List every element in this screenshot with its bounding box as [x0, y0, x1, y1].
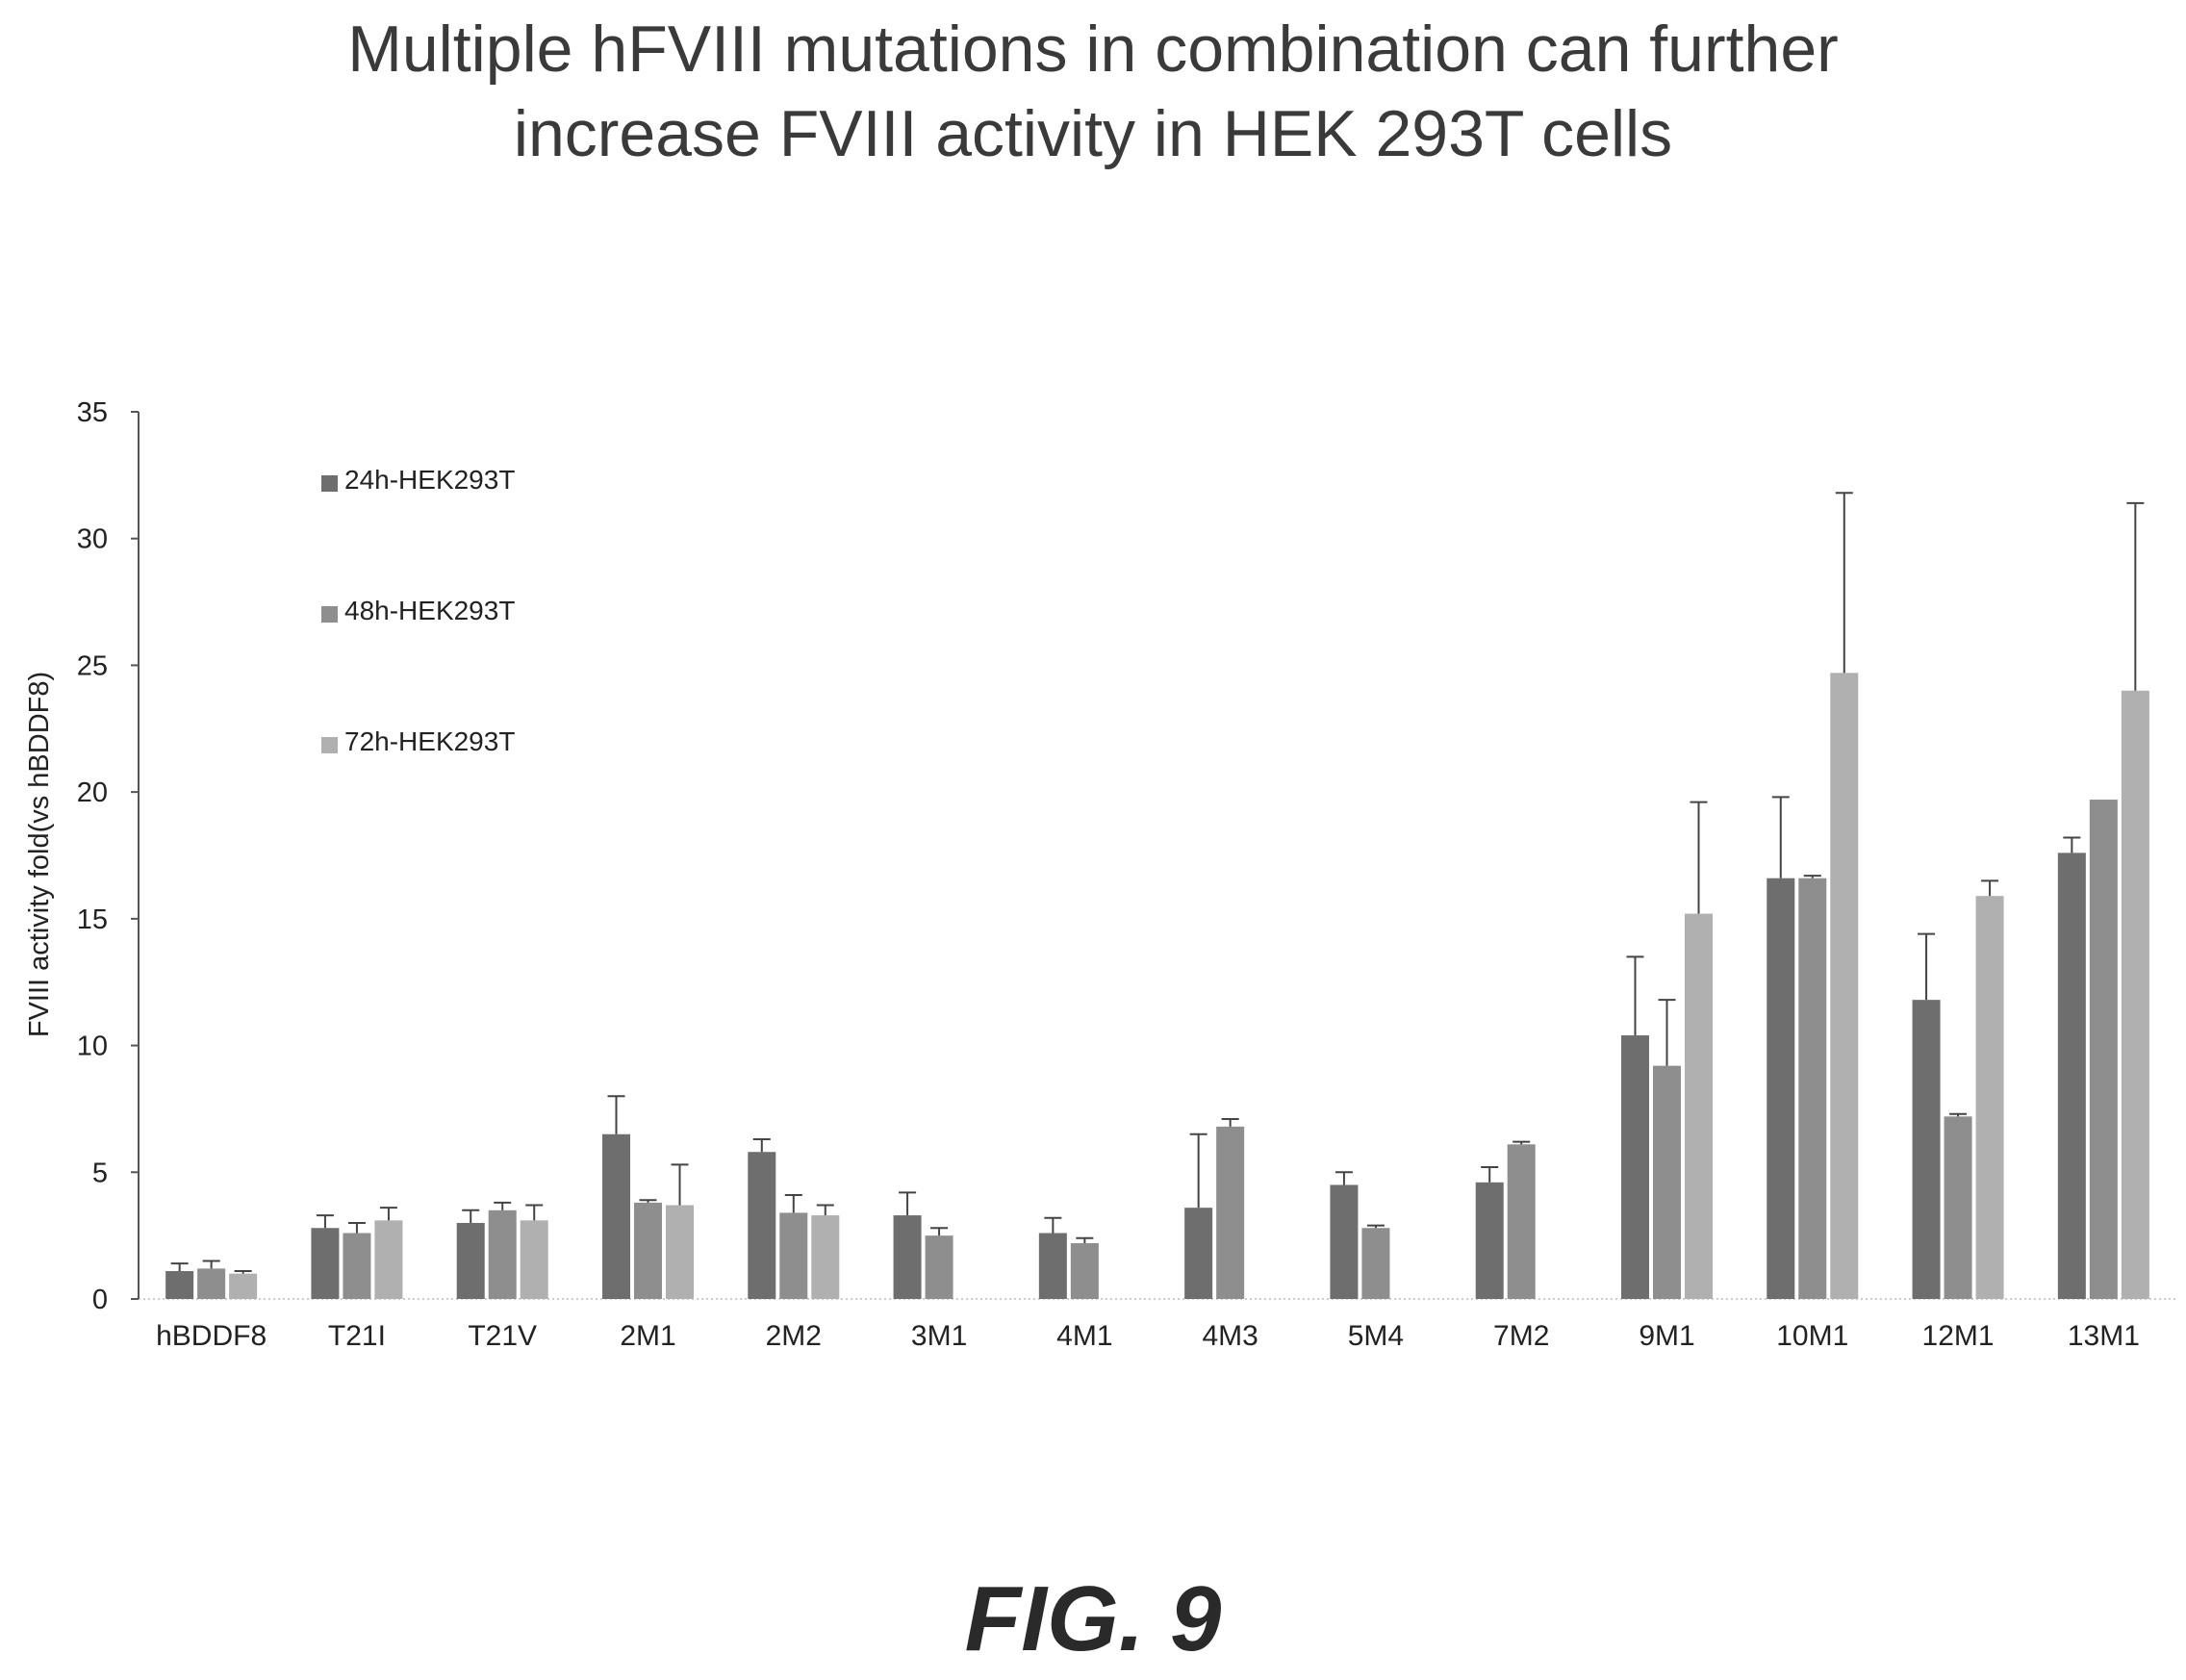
- bar-2M1-72h-HEK293T: [666, 1205, 694, 1299]
- x-tick-label-4M1: 4M1: [1056, 1320, 1112, 1352]
- x-tick-label-4M3: 4M3: [1202, 1320, 1258, 1352]
- x-tick-label-10M1: 10M1: [1776, 1320, 1848, 1352]
- bar-T21V-48h-HEK293T: [488, 1209, 517, 1299]
- bar-13M1-72h-HEK293T: [2121, 690, 2149, 1299]
- x-tick-label-T21V: T21V: [468, 1320, 537, 1352]
- x-tick-label-T21I: T21I: [328, 1320, 386, 1352]
- bar-2M1-24h-HEK293T: [602, 1133, 630, 1299]
- bar-2M2-24h-HEK293T: [748, 1152, 776, 1299]
- bar-10M1-48h-HEK293T: [1798, 878, 1827, 1299]
- y-tick-label: 35: [77, 397, 108, 428]
- bars: [165, 673, 2149, 1299]
- bar-2M2-72h-HEK293T: [811, 1215, 840, 1299]
- x-tick-label-12M1: 12M1: [1922, 1320, 1995, 1352]
- bar-2M1-48h-HEK293T: [634, 1202, 662, 1299]
- legend-label-24h-HEK293T: 24h-HEK293T: [344, 465, 515, 495]
- y-tick-label: 0: [92, 1285, 108, 1315]
- x-tick-label-3M1: 3M1: [911, 1320, 967, 1352]
- x-tick-label-hBDDF8: hBDDF8: [156, 1320, 267, 1352]
- bar-9M1-24h-HEK293T: [1621, 1035, 1649, 1299]
- x-tick-label-9M1: 9M1: [1639, 1320, 1694, 1352]
- bar-T21I-72h-HEK293T: [374, 1220, 403, 1299]
- y-tick-label: 15: [77, 904, 108, 935]
- bar-hBDDF8-72h-HEK293T: [229, 1273, 258, 1299]
- x-tick-label-13M1: 13M1: [2068, 1320, 2140, 1352]
- legend: 24h-HEK293T 48h-HEK293T 72h-HEK293T: [321, 465, 515, 756]
- bar-T21V-24h-HEK293T: [456, 1222, 485, 1299]
- legend-label-72h-HEK293T: 72h-HEK293T: [344, 726, 515, 756]
- bar-5M4-24h-HEK293T: [1330, 1184, 1359, 1299]
- x-tick-label-7M2: 7M2: [1493, 1320, 1549, 1352]
- bar-9M1-48h-HEK293T: [1653, 1065, 1681, 1299]
- y-tick-label: 10: [77, 1031, 108, 1062]
- y-tick-label: 20: [77, 777, 108, 808]
- legend-swatch-48h-HEK293T: [321, 606, 338, 623]
- bar-4M3-24h-HEK293T: [1184, 1208, 1213, 1299]
- bar-10M1-72h-HEK293T: [1830, 673, 1859, 1299]
- bar-4M3-48h-HEK293T: [1216, 1126, 1245, 1299]
- chart-title-line-1: Multiple hFVIII mutations in combination…: [347, 13, 1839, 86]
- x-tick-label-5M4: 5M4: [1348, 1320, 1404, 1352]
- bar-10M1-24h-HEK293T: [1767, 878, 1795, 1299]
- y-tick-label: 5: [92, 1158, 108, 1188]
- y-tick-label: 30: [77, 524, 108, 555]
- bar-12M1-72h-HEK293T: [1975, 896, 2004, 1299]
- bar-13M1-48h-HEK293T: [2089, 800, 2118, 1299]
- bar-4M1-48h-HEK293T: [1070, 1243, 1099, 1299]
- figure-label: FIG. 9: [964, 1567, 1222, 1670]
- bar-7M2-48h-HEK293T: [1507, 1144, 1536, 1299]
- y-axis-label: FVIII activity fold(vs hBDDF8): [24, 672, 55, 1037]
- legend-label-48h-HEK293T: 48h-HEK293T: [344, 596, 515, 625]
- bar-5M4-48h-HEK293T: [1361, 1228, 1390, 1299]
- bar-T21I-48h-HEK293T: [343, 1233, 371, 1299]
- error-bars: [170, 492, 2145, 1274]
- bar-2M2-48h-HEK293T: [779, 1212, 808, 1299]
- y-axis-label-group: FVIII activity fold(vs hBDDF8): [24, 672, 55, 1037]
- bar-7M2-24h-HEK293T: [1475, 1182, 1504, 1299]
- y-tick-label: 25: [77, 650, 108, 681]
- bar-13M1-24h-HEK293T: [2057, 853, 2086, 1299]
- legend-swatch-72h-HEK293T: [321, 737, 338, 753]
- x-tick-labels: hBDDF8 T21I T21V 2M1 2M2 3M1 4M1 4M3 5M4 7M2 9M1 10…: [156, 1320, 2140, 1352]
- legend-swatch-24h-HEK293T: [321, 475, 338, 492]
- x-tick-label-2M2: 2M2: [766, 1320, 822, 1352]
- bar-3M1-24h-HEK293T: [893, 1215, 922, 1299]
- axes: 0 5 10 15 20 25 30 35: [77, 397, 2176, 1315]
- bar-T21V-72h-HEK293T: [520, 1220, 548, 1299]
- bar-T21I-24h-HEK293T: [311, 1228, 340, 1299]
- bar-hBDDF8-24h-HEK293T: [165, 1271, 194, 1299]
- x-tick-label-2M1: 2M1: [620, 1320, 675, 1352]
- chart-title-line-2: increase FVIII activity in HEK 293T cell…: [513, 97, 1673, 170]
- bar-12M1-24h-HEK293T: [1912, 1000, 1941, 1299]
- bar-9M1-72h-HEK293T: [1685, 913, 1713, 1299]
- bar-hBDDF8-48h-HEK293T: [197, 1268, 226, 1299]
- bar-3M1-48h-HEK293T: [925, 1235, 953, 1299]
- bar-12M1-48h-HEK293T: [1944, 1116, 1972, 1299]
- bar-4M1-24h-HEK293T: [1038, 1233, 1067, 1299]
